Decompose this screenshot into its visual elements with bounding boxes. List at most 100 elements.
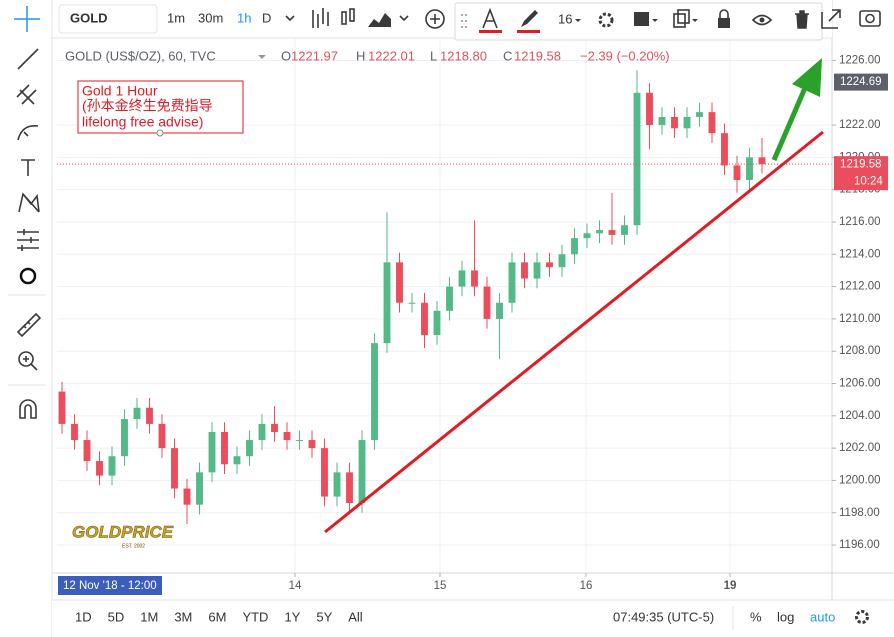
y-tick-label: 1212.00 bbox=[839, 281, 881, 293]
range-button[interactable]: All bbox=[348, 609, 363, 624]
annotation-anchor[interactable] bbox=[156, 129, 164, 137]
candle-body bbox=[121, 419, 128, 457]
legend-label: O bbox=[281, 48, 291, 63]
candle-body bbox=[58, 391, 66, 424]
prediction-tool[interactable] bbox=[17, 229, 39, 251]
range-button[interactable]: YTD bbox=[242, 609, 268, 624]
font-size[interactable]: 16 bbox=[558, 11, 572, 26]
candle-body bbox=[733, 165, 741, 180]
interval[interactable]: 1h bbox=[237, 10, 251, 25]
zoom-tool[interactable] bbox=[18, 351, 34, 367]
compare-button[interactable] bbox=[430, 14, 440, 24]
delete-button[interactable] bbox=[795, 10, 809, 29]
interval[interactable]: 1m bbox=[167, 10, 185, 25]
clone-dropdown[interactable] bbox=[692, 19, 698, 22]
trend-line[interactable] bbox=[324, 130, 824, 534]
range-button[interactable]: 1M bbox=[140, 609, 158, 624]
candle-body bbox=[208, 431, 216, 473]
magnet-tool[interactable] bbox=[19, 399, 37, 419]
line-color-swatch bbox=[517, 30, 540, 33]
y-tick-label: 1204.00 bbox=[839, 410, 881, 422]
candle-body bbox=[221, 431, 228, 465]
crosshair-time-badge bbox=[58, 576, 162, 595]
annotation-text: lifelong free advise) bbox=[82, 114, 203, 130]
arrow-shaft[interactable] bbox=[771, 87, 808, 161]
interval[interactable]: 30m bbox=[198, 10, 223, 25]
candle-body bbox=[296, 440, 303, 442]
candle-body bbox=[721, 133, 728, 166]
candle-body bbox=[383, 262, 391, 344]
lock-button[interactable] bbox=[719, 9, 729, 18]
bars-style[interactable] bbox=[312, 8, 329, 28]
clone-button[interactable] bbox=[673, 13, 686, 28]
area-style[interactable] bbox=[368, 13, 391, 27]
brush-tool[interactable] bbox=[17, 124, 39, 141]
style-dropdown[interactable] bbox=[399, 15, 409, 22]
toolbar-handle[interactable] bbox=[461, 14, 467, 28]
interval-dropdown[interactable] bbox=[285, 15, 295, 22]
hide-button[interactable] bbox=[759, 17, 765, 23]
candle-body bbox=[571, 238, 578, 255]
line-color-button[interactable] bbox=[521, 10, 538, 27]
candle-body bbox=[371, 343, 378, 441]
chart-settings[interactable] bbox=[855, 610, 869, 624]
zoom-tool[interactable] bbox=[23, 356, 38, 371]
background-button[interactable] bbox=[634, 12, 649, 26]
settings-button[interactable] bbox=[598, 12, 614, 28]
clock: 07:49:35 (UTC-5) bbox=[613, 609, 714, 624]
annotation-text: (孙本金终生免费指导 bbox=[82, 98, 213, 114]
lock-button[interactable] bbox=[718, 18, 730, 28]
candle-body bbox=[558, 254, 566, 268]
percent-toggle[interactable]: % bbox=[750, 609, 762, 624]
high-marker-badge bbox=[834, 73, 888, 91]
compare-button[interactable] bbox=[425, 9, 445, 29]
candle-body bbox=[196, 472, 203, 505]
x-tick-label: 16 bbox=[580, 580, 593, 592]
candle-body bbox=[133, 407, 141, 420]
candles-style[interactable] bbox=[341, 11, 347, 25]
candle-body bbox=[596, 230, 603, 234]
font-size-dropdown[interactable] bbox=[575, 19, 581, 22]
range-button[interactable]: 1Y bbox=[284, 609, 300, 624]
arrow-head[interactable] bbox=[792, 58, 822, 97]
candle-body bbox=[458, 270, 466, 287]
fullscreen-button[interactable] bbox=[821, 9, 841, 29]
candle-body bbox=[683, 116, 691, 129]
candle-body bbox=[358, 440, 366, 504]
candle-body bbox=[546, 262, 553, 268]
candle-body bbox=[333, 472, 341, 497]
measure-tool[interactable] bbox=[16, 312, 42, 338]
range-button[interactable]: 1D bbox=[75, 609, 92, 624]
trend-line-tool[interactable] bbox=[17, 48, 39, 70]
log-toggle[interactable]: log bbox=[777, 609, 794, 624]
candle-body bbox=[446, 286, 453, 311]
y-tick-label: 1214.00 bbox=[839, 248, 881, 260]
range-button[interactable]: 6M bbox=[208, 609, 226, 624]
fib-tool[interactable] bbox=[16, 84, 37, 105]
candle-body bbox=[471, 270, 478, 287]
range-button[interactable]: 5D bbox=[108, 609, 125, 624]
text-tool[interactable] bbox=[21, 159, 35, 176]
background-dropdown[interactable] bbox=[652, 19, 658, 22]
range-button[interactable]: 5Y bbox=[316, 609, 332, 624]
clone-button[interactable] bbox=[677, 9, 690, 24]
screenshot-button[interactable] bbox=[865, 13, 875, 24]
screenshot-button[interactable] bbox=[859, 10, 881, 27]
hide-button[interactable] bbox=[751, 14, 773, 26]
range-button[interactable]: 3M bbox=[174, 609, 192, 624]
pattern-tool[interactable] bbox=[18, 192, 40, 213]
symbol-search[interactable] bbox=[58, 4, 158, 34]
legend-dropdown[interactable] bbox=[258, 55, 266, 59]
candle-body bbox=[708, 112, 716, 134]
symbol[interactable]: GOLD bbox=[70, 10, 108, 25]
candle-body bbox=[233, 456, 241, 465]
candle-body bbox=[83, 440, 91, 462]
y-tick-label: 1198.00 bbox=[839, 507, 880, 519]
legend-name: GOLD (US$/OZ), 60, TVC bbox=[65, 48, 216, 63]
candles-style[interactable] bbox=[349, 8, 355, 22]
interval[interactable]: D bbox=[262, 10, 271, 25]
shapes-tool[interactable] bbox=[19, 267, 37, 285]
text-color-button[interactable] bbox=[482, 7, 498, 29]
auto-toggle[interactable]: auto bbox=[810, 609, 835, 624]
